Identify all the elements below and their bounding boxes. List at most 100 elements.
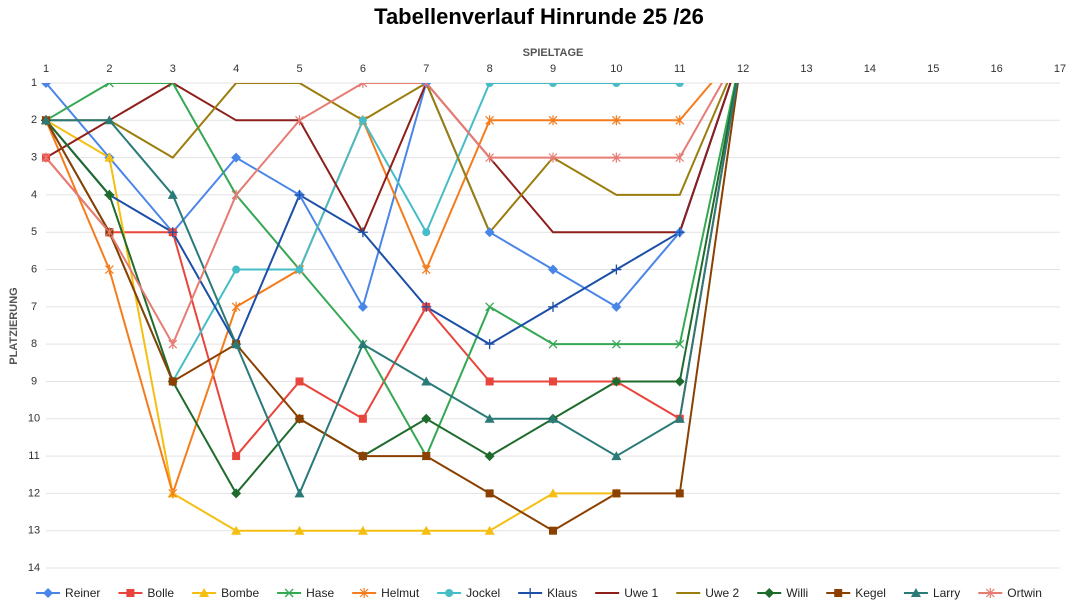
marker xyxy=(548,488,558,498)
y-tick-label: 3 xyxy=(31,152,37,164)
marker xyxy=(738,41,748,51)
marker xyxy=(104,152,115,162)
marker xyxy=(422,228,431,237)
x-tick-label: 13 xyxy=(800,63,812,75)
marker xyxy=(357,301,368,312)
x-tick-label: 17 xyxy=(1054,63,1066,75)
y-tick-label: 12 xyxy=(28,487,40,499)
marker xyxy=(525,588,536,598)
x-tick-label: 12 xyxy=(737,63,749,75)
marker xyxy=(484,227,495,238)
marker xyxy=(738,41,748,50)
y-tick-label: 10 xyxy=(28,413,40,425)
marker xyxy=(295,265,304,274)
marker xyxy=(739,42,747,50)
marker xyxy=(764,588,775,598)
marker xyxy=(611,339,621,349)
marker xyxy=(484,339,495,350)
legend-item: Willi xyxy=(757,586,808,600)
marker xyxy=(358,452,367,461)
marker xyxy=(738,41,748,50)
x-tick-label: 16 xyxy=(991,63,1003,75)
marker xyxy=(284,588,294,598)
marker xyxy=(445,589,454,597)
x-tick-label: 15 xyxy=(927,63,939,75)
y-tick-label: 4 xyxy=(31,189,37,201)
x-tick-label: 1 xyxy=(43,63,49,75)
marker xyxy=(611,451,622,461)
marker xyxy=(675,489,684,498)
legend-label: Klaus xyxy=(547,586,577,600)
x-tick-label: 5 xyxy=(296,63,302,75)
marker xyxy=(41,115,51,125)
marker xyxy=(611,264,622,275)
marker xyxy=(358,414,367,423)
marker xyxy=(231,301,241,312)
y-tick-label: 13 xyxy=(28,525,40,537)
marker xyxy=(485,83,494,87)
marker xyxy=(168,83,178,88)
marker xyxy=(359,588,369,598)
y-tick-label: 7 xyxy=(31,301,37,313)
series-line xyxy=(46,83,738,496)
marker xyxy=(485,377,494,386)
y-tick-label: 9 xyxy=(31,375,37,387)
marker xyxy=(675,152,685,163)
marker xyxy=(739,41,747,51)
legend-label: Reiner xyxy=(65,586,100,600)
marker xyxy=(485,115,495,126)
legend-item: Klaus xyxy=(518,586,577,600)
marker xyxy=(739,41,747,51)
marker xyxy=(41,152,51,163)
legend-label: Helmut xyxy=(381,586,420,600)
y-tick-label: 1 xyxy=(31,77,37,89)
marker xyxy=(421,301,432,312)
legend-label: Uwe 2 xyxy=(705,586,739,600)
marker xyxy=(548,152,558,163)
marker xyxy=(548,115,558,126)
y-tick-label: 2 xyxy=(31,114,37,126)
marker xyxy=(126,589,135,597)
marker xyxy=(421,264,431,275)
marker xyxy=(422,452,431,461)
marker xyxy=(484,525,495,535)
marker xyxy=(611,376,622,387)
legend-item: Uwe 2 xyxy=(676,586,740,600)
legend: Reiner Bolle Bombe Hase Helmut Jockel Klaus Uwe… xyxy=(36,586,1042,600)
marker xyxy=(231,152,242,163)
marker xyxy=(295,377,304,386)
marker xyxy=(104,115,115,125)
marker xyxy=(834,589,843,597)
marker xyxy=(548,413,558,423)
marker xyxy=(485,302,495,312)
legend-label: Uwe 1 xyxy=(624,586,658,600)
marker xyxy=(421,83,431,88)
marker xyxy=(485,152,495,163)
chart-title: Tabellenverlauf Hinrunde 25 /26 xyxy=(374,4,704,29)
plot-area xyxy=(41,41,748,535)
marker xyxy=(358,116,367,125)
series-line xyxy=(45,83,738,496)
marker xyxy=(549,377,557,386)
series-line xyxy=(45,83,739,532)
marker xyxy=(675,115,685,126)
y-tick-label: 14 xyxy=(28,562,40,574)
x-tick-label: 6 xyxy=(360,63,366,75)
marker xyxy=(168,339,178,350)
marker xyxy=(674,227,685,238)
legend-label: Jockel xyxy=(466,586,500,600)
marker xyxy=(421,525,432,535)
x-tick-label: 9 xyxy=(550,63,556,75)
marker xyxy=(549,83,557,87)
legend-item: Uwe 1 xyxy=(595,586,659,600)
marker xyxy=(548,264,558,275)
x-tick-label: 3 xyxy=(170,63,176,75)
legend-item: Ortwin xyxy=(978,586,1042,600)
marker xyxy=(738,41,748,51)
marker xyxy=(548,301,558,312)
marker xyxy=(357,525,368,535)
marker xyxy=(357,339,368,349)
legend-item: Jockel xyxy=(437,586,500,600)
marker xyxy=(484,413,495,423)
